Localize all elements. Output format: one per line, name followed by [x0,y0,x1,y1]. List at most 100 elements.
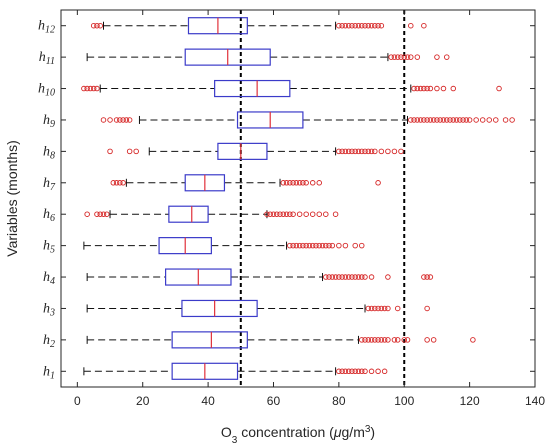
box-h7 [110,174,381,192]
outlier-point [332,274,339,280]
outlier-point [316,180,322,186]
outlier-point [365,305,372,312]
outlier-point [300,242,306,249]
outlier-point [502,117,509,123]
outlier-point [123,117,130,123]
outlier-point [424,337,430,343]
outlier-point [349,274,355,280]
outlier-point [352,274,358,280]
outlier-point [365,148,372,155]
outlier-point [447,117,453,123]
outlier-point [358,337,365,343]
outlier-point [326,242,332,249]
outlier-point [394,54,401,60]
outlier-point [388,54,394,60]
iqr-box [168,205,209,223]
outlier-point [264,211,270,217]
outlier-point [287,211,293,217]
outlier-point [309,180,316,186]
y-tick-label: h7 [43,176,56,193]
outlier-point [375,22,381,29]
box-h3 [86,299,430,318]
outlier-point [408,54,414,60]
outlier-point [280,180,287,186]
box-h8 [107,142,404,160]
x-tick-label: 100 [394,394,414,408]
outlier-point [358,22,365,29]
outlier-point [336,148,342,155]
plot-frame [60,9,536,388]
outlier-point [345,274,352,280]
outlier-point [509,117,515,123]
outlier-point [453,117,460,123]
outlier-point [349,148,355,155]
x-axis-title: O3 concentration (μg/m3) [221,424,375,446]
outlier-point [404,54,411,60]
outlier-point [391,54,398,60]
outlier-point [394,305,401,312]
outlier-point [430,117,437,123]
y-tick-label: h8 [43,144,55,161]
outlier-point [427,117,434,123]
outlier-point [496,85,502,92]
outlier-point [110,180,117,186]
outlier-point [493,117,499,123]
outlier-point [450,85,457,92]
outlier-point [339,368,345,375]
outlier-point [339,22,345,29]
outlier-point [368,337,375,343]
outlier-point [417,85,424,92]
outlier-point [368,22,375,29]
box-h6 [84,205,339,223]
outlier-point [342,22,349,29]
iqr-box [171,331,248,349]
outlier-point [421,85,427,92]
outlier-point [349,22,355,29]
y-tick-label: h9 [43,113,55,130]
outlier-point [408,117,414,123]
outlier-point [342,274,349,280]
x-axis: 0 20 40 60 80 100 120 140 [74,10,545,408]
outlier-point [398,148,404,155]
outlier-point [414,54,421,60]
outlier-point [355,148,362,155]
outlier-point [316,211,322,217]
outlier-point [368,368,375,375]
outlier-point [368,148,375,155]
outlier-point [339,148,345,155]
outlier-point [421,22,427,29]
outlier-point [372,22,378,29]
outlier-point [457,117,463,123]
outlier-point [352,242,358,249]
outlier-point [290,180,296,186]
outlier-point [440,85,447,92]
outlier-point [378,22,385,29]
outlier-point [362,368,368,375]
outlier-point [362,274,368,280]
y-axis-title: Variables (months) [4,140,20,256]
outlier-point [90,85,97,92]
outlier-point [375,337,381,343]
outlier-point [274,211,280,217]
y-tick-label: h10 [38,82,55,99]
outlier-point [355,22,362,29]
outlier-point [117,117,123,123]
outlier-point [372,148,378,155]
outlier-point [349,368,355,375]
outlier-point [381,305,388,312]
outlier-point [100,211,107,217]
outlier-point [296,242,303,249]
outlier-point [358,368,365,375]
outlier-point [463,117,470,123]
outlier-point [326,274,332,280]
outlier-point [319,242,326,249]
outlier-point [107,148,113,155]
outlier-point [365,337,372,343]
x-tick-label: 20 [136,394,150,408]
outlier-point [97,22,103,29]
y-tick-label: h1 [43,364,55,381]
outlier-point [424,274,430,280]
outlier-point [345,148,352,155]
y-tick-label: h11 [39,50,55,67]
y-tick-label: h2 [43,333,55,350]
